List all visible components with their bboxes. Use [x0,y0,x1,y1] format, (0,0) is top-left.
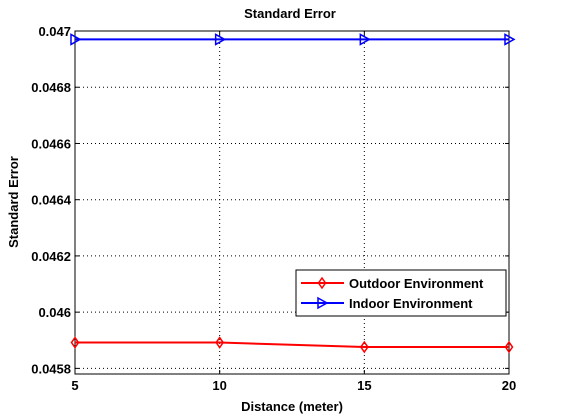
y-tick-label: 0.0464 [31,193,72,208]
data-point [359,33,371,46]
y-tick-label: 0.0466 [31,136,71,151]
legend: Outdoor Environment Indoor Environment [295,269,507,317]
legend-label: Outdoor Environment [349,276,484,291]
y-tick-label: 0.0458 [31,361,71,376]
series-layer [70,33,516,354]
y-tick-label: 0.0468 [31,80,71,95]
series-line [75,341,509,349]
legend-box [295,269,507,317]
y-tick-label: 0.0462 [31,249,71,264]
data-point [359,340,369,354]
x-tick-label: 5 [71,378,78,393]
tick-marks [74,30,510,374]
data-point [215,336,225,349]
legend-label: Indoor Environment [349,296,473,311]
y-tick-label: 0.046 [38,305,71,320]
plot-area [75,31,509,374]
x-tick-label: 15 [357,378,371,393]
data-point [504,340,514,354]
legend-marker [317,296,329,310]
series-triangle-right [70,33,516,46]
x-tick-labels: 5 10 15 20 [71,378,516,393]
data-point [214,33,227,46]
y-tick-labels: 0.0458 0.046 0.0462 0.0464 0.0466 0.0468 0.047 [31,24,72,376]
data-point [70,336,80,349]
series-diamond [70,336,514,354]
grid-lines [75,31,509,374]
data-point [70,33,82,46]
y-tick-label: 0.047 [38,24,71,39]
x-tick-label: 10 [212,378,226,393]
data-point [504,33,516,46]
x-axis-label: Distance (meter) [241,399,343,414]
chart-title: Standard Error [244,6,336,21]
plot-frame [74,30,510,375]
x-tick-label: 20 [502,378,516,393]
y-axis-label: Standard Error [6,156,21,248]
legend-marker [317,276,327,290]
